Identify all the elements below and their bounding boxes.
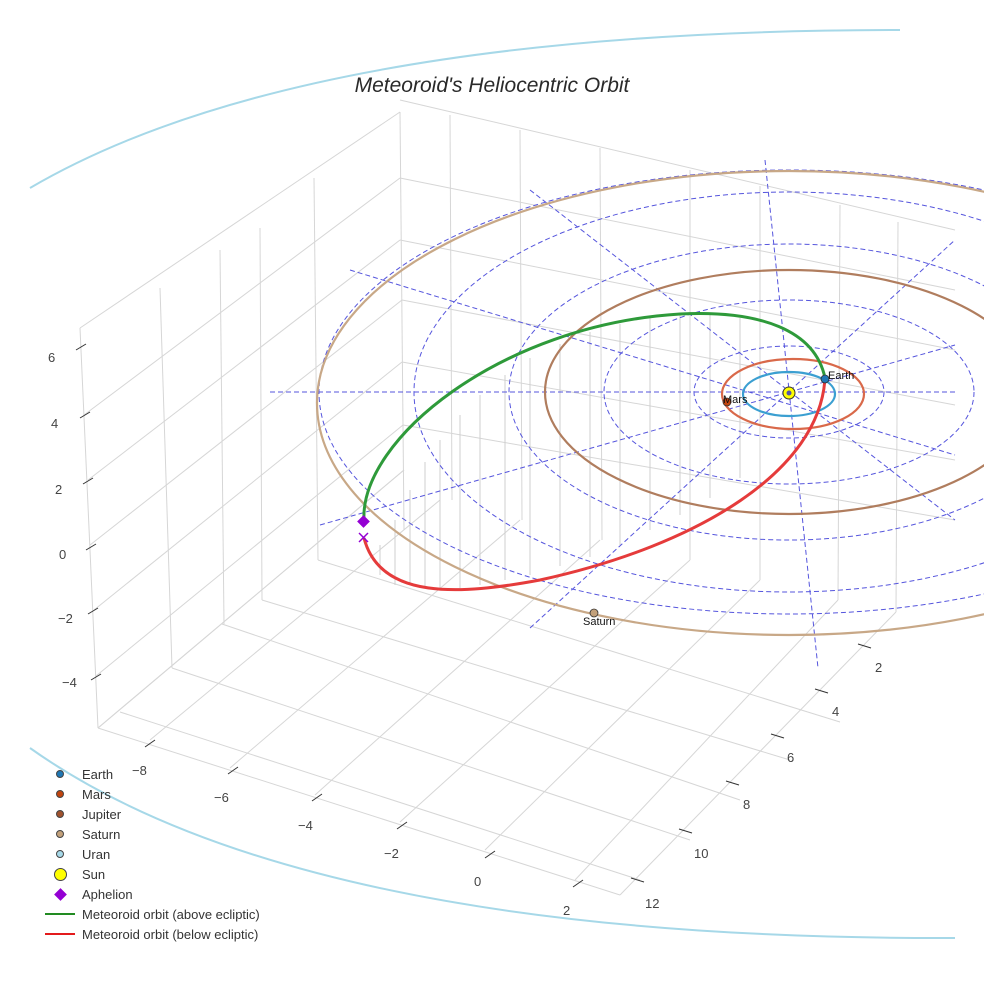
x-axis: −8 −6 −4 −2 0 2 (132, 739, 584, 918)
svg-text:4: 4 (832, 704, 839, 719)
earth-orbit (741, 370, 837, 418)
legend-item-aphelion[interactable]: Aphelion (38, 884, 260, 904)
svg-text:8: 8 (743, 797, 750, 812)
diamond-icon (53, 887, 67, 901)
legend-item-uran[interactable]: Uran (38, 844, 260, 864)
earth-dot-icon (56, 770, 64, 778)
red-line-icon (45, 933, 75, 935)
sun-marker[interactable] (782, 386, 796, 400)
mars-dot-icon (56, 790, 64, 798)
jupiter-dot-icon (56, 810, 64, 818)
svg-text:−8: −8 (132, 763, 147, 778)
projection-lines (379, 314, 741, 590)
legend-item-mars[interactable]: Mars (38, 784, 260, 804)
earth-label: Earth (828, 370, 854, 382)
legend-item-earth[interactable]: Earth (38, 764, 260, 784)
earth-marker[interactable] (820, 374, 830, 384)
svg-text:−2: −2 (58, 611, 73, 626)
svg-text:2: 2 (55, 482, 62, 497)
aphelion-marker[interactable] (357, 515, 370, 528)
legend-item-saturn[interactable]: Saturn (38, 824, 260, 844)
grid-box (79, 99, 956, 896)
legend-item-orbit-below[interactable]: Meteoroid orbit (below ecliptic) (38, 924, 260, 944)
jupiter-orbit (543, 268, 984, 516)
aphelion-projection-x-icon (358, 532, 369, 543)
svg-text:12: 12 (645, 896, 659, 911)
saturn-dot-icon (56, 830, 64, 838)
meteoroid-orbit-below (362, 377, 827, 592)
mars-marker[interactable] (722, 397, 732, 407)
ecliptic-grid (270, 159, 984, 669)
sun-dot-icon (53, 867, 67, 881)
legend-item-sun[interactable]: Sun (38, 864, 260, 884)
saturn-label: Saturn (583, 616, 615, 628)
mars-orbit (720, 357, 866, 431)
meteoroid-orbit-above (362, 312, 827, 521)
svg-text:0: 0 (474, 874, 481, 889)
legend: Earth Mars Jupiter Saturn Uran Sun Aphel… (38, 764, 260, 944)
chart-title: Meteoroid's Heliocentric Orbit (354, 74, 630, 97)
mars-label: Mars (723, 394, 748, 406)
uranus-orbit (29, 29, 956, 940)
planet-orbits (316, 169, 984, 637)
svg-text:2: 2 (563, 903, 570, 918)
green-line-icon (45, 913, 75, 915)
svg-text:−2: −2 (384, 846, 399, 861)
uran-dot-icon (56, 850, 64, 858)
legend-item-jupiter[interactable]: Jupiter (38, 804, 260, 824)
svg-text:2: 2 (875, 660, 882, 675)
y-axis: 2 4 6 8 10 12 (630, 643, 882, 911)
legend-item-orbit-above[interactable]: Meteoroid orbit (above ecliptic) (38, 904, 260, 924)
svg-text:−6: −6 (214, 790, 229, 805)
svg-text:0: 0 (59, 547, 66, 562)
svg-text:10: 10 (694, 846, 708, 861)
svg-text:4: 4 (51, 416, 58, 431)
svg-text:6: 6 (787, 750, 794, 765)
svg-text:−4: −4 (298, 818, 313, 833)
saturn-marker[interactable] (589, 608, 599, 618)
svg-text:6: 6 (48, 350, 55, 365)
svg-text:−4: −4 (62, 675, 77, 690)
z-axis: 6 4 2 0 −2 −4 (48, 343, 102, 690)
saturn-orbit (316, 169, 984, 637)
